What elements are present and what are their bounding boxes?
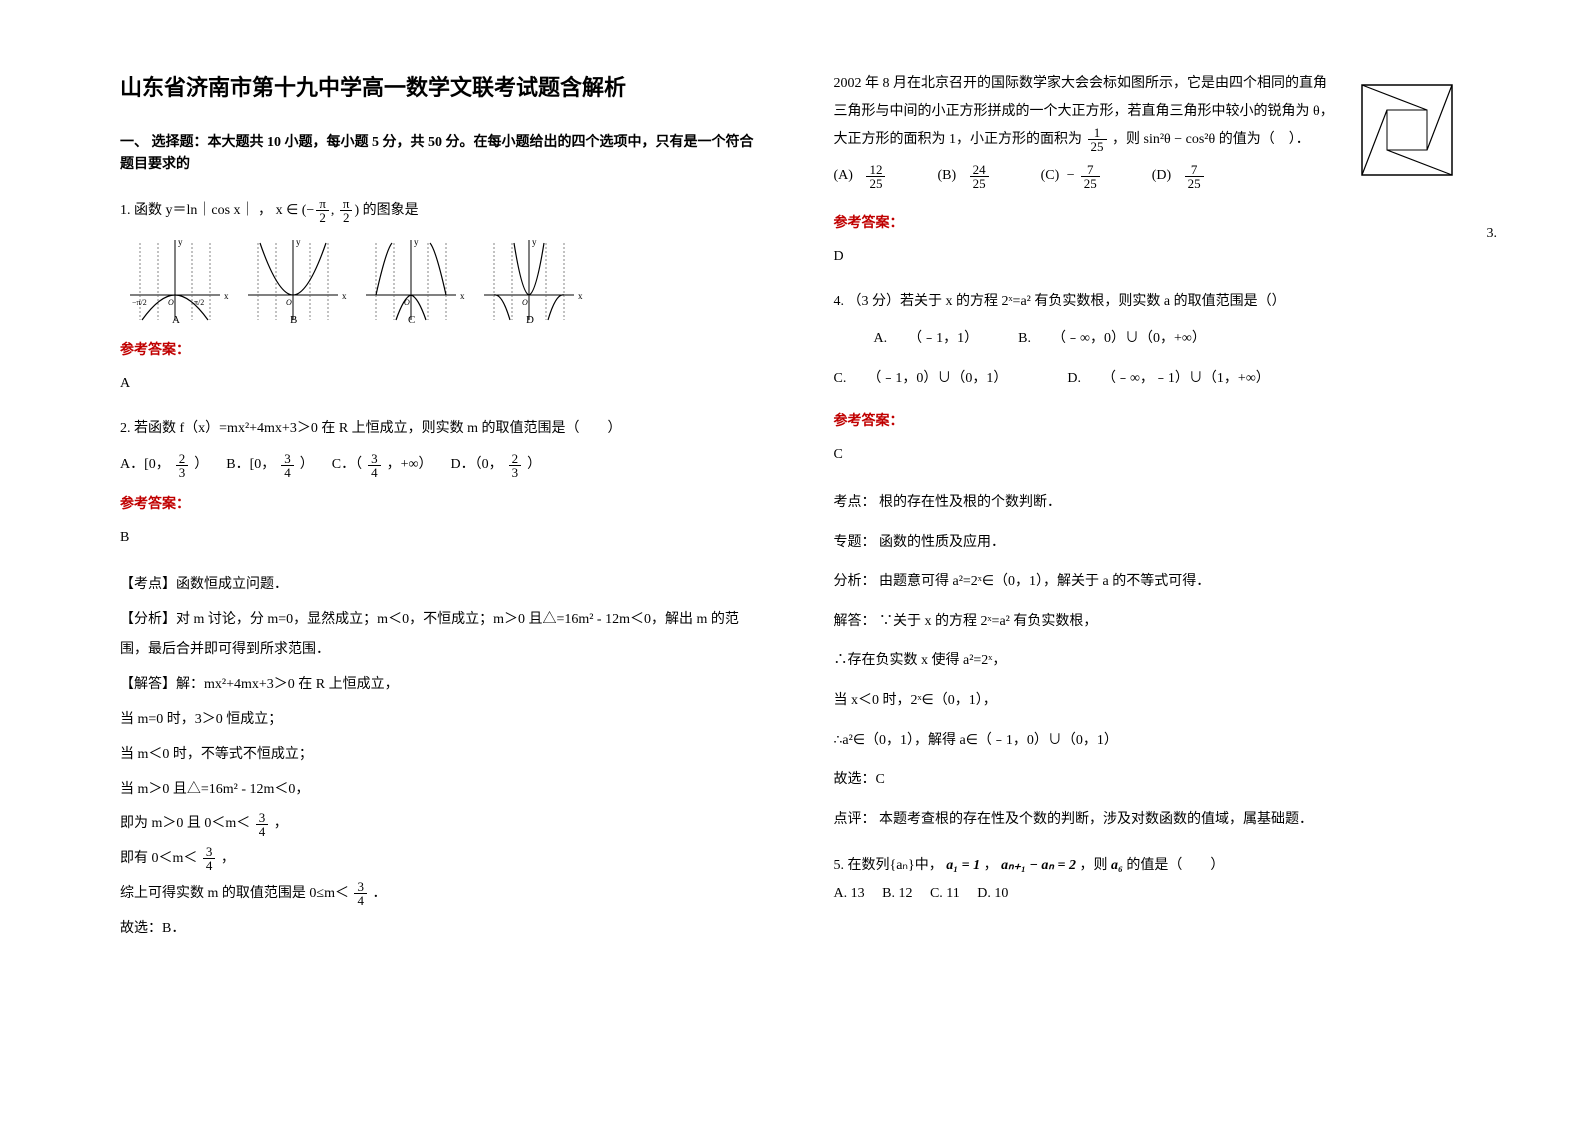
problem-4: 4. （3 分）若关于 x 的方程 2ˣ=a² 有负实数根，则实数 a 的取值范… bbox=[834, 288, 1468, 836]
p4-zhuanti: 专题： 函数的性质及应用． bbox=[834, 526, 1468, 560]
p4-j3: 当 x＜0 时，2ˣ∈（0，1）， bbox=[834, 684, 1468, 718]
p2-j5: 即为 m＞0 且 0＜m＜ 34 ， bbox=[120, 809, 754, 840]
p3-figure bbox=[1347, 70, 1467, 190]
doc-title: 山东省济南市第十九中学高一数学文联考试题含解析 bbox=[120, 70, 754, 102]
graph-b-svg: x y O B bbox=[238, 235, 348, 325]
p2-kaodian: 【考点】函数恒成立问题． bbox=[120, 570, 754, 601]
p4-fenxi: 分析： 由题意可得 a²=2ˣ∈（0，1），解关于 a 的不等式可得． bbox=[834, 565, 1468, 599]
svg-text:y: y bbox=[532, 237, 537, 247]
graph-a: x y −π/2 π/2 O A bbox=[120, 235, 230, 325]
p4-j5: 故选：C bbox=[834, 763, 1468, 797]
p4-answer-label: 参考答案： bbox=[834, 408, 1468, 436]
p3-optC: (C) − 725 bbox=[1041, 162, 1102, 190]
svg-text:−π/2: −π/2 bbox=[132, 298, 147, 307]
svg-text:O: O bbox=[404, 298, 410, 307]
p1-answer: A bbox=[120, 373, 754, 395]
p2-j6: 即有 0＜m＜ 34 ， bbox=[120, 844, 754, 875]
p2-text: 2. 若函数 f（x）=mx²+4mx+3＞0 在 R 上恒成立，则实数 m 的… bbox=[120, 415, 754, 443]
p4-j2: ∴存在负实数 x 使得 a²=2ˣ， bbox=[834, 644, 1468, 678]
p2-j4: 当 m＞0 且△=16m² - 12m＜0， bbox=[120, 775, 754, 806]
p4-optAB: A. （﹣1，1） B. （﹣∞，0）∪（0，+∞） bbox=[834, 322, 1468, 356]
p4-j4: ∴a²∈（0，1），解得 a∈（﹣1，0）∪（0，1） bbox=[834, 724, 1468, 758]
p5-opts: A. 13 B. 12 C. 11 D. 10 bbox=[834, 880, 1468, 908]
p1-t2: 的图象是 bbox=[363, 203, 419, 218]
svg-text:A: A bbox=[172, 314, 180, 325]
p2-j2: 当 m=0 时，3＞0 恒成立； bbox=[120, 705, 754, 736]
graph-a-svg: x y −π/2 π/2 O A bbox=[120, 235, 230, 325]
svg-text:O: O bbox=[522, 298, 528, 307]
graph-c: x y O C bbox=[356, 235, 466, 325]
svg-text:C: C bbox=[408, 314, 415, 325]
p3-options: (A) 1225 (B) 2425 (C) − 725 (D) 725 bbox=[834, 162, 1338, 190]
p2-optA: A．[0， 23 ） bbox=[120, 451, 208, 479]
graph-d-svg: x y O D bbox=[474, 235, 584, 325]
section-intro: 一、 选择题：本大题共 10 小题，每小题 5 分，共 50 分。在每小题给出的… bbox=[120, 132, 754, 177]
p4-kaodian: 考点： 根的存在性及根的个数判断． bbox=[834, 486, 1468, 520]
graph-b: x y O B bbox=[238, 235, 348, 325]
p2-answer-label: 参考答案： bbox=[120, 491, 754, 519]
p2-optC: C．（ 34 ，+∞） bbox=[332, 451, 433, 479]
p1-t1: 1. 函数 y＝ln｜cos x｜ ， bbox=[120, 203, 272, 218]
p2-optB: B．[0， 34 ） bbox=[226, 451, 314, 479]
p2-j3: 当 m＜0 时，不等式不恒成立； bbox=[120, 740, 754, 771]
p3-num: 3. bbox=[1487, 220, 1498, 248]
p1-answer-label: 参考答案： bbox=[120, 337, 754, 365]
p2-answer: B bbox=[120, 527, 754, 549]
problem-1-text: 1. 函数 y＝ln｜cos x｜ ， x ∈ (−π2, π2) 的图象是 bbox=[120, 197, 754, 225]
p3-answer: D bbox=[834, 246, 1468, 268]
problem-2: 2. 若函数 f（x）=mx²+4mx+3＞0 在 R 上恒成立，则实数 m 的… bbox=[120, 415, 754, 944]
p3-figure-svg bbox=[1347, 70, 1467, 190]
svg-text:O: O bbox=[286, 298, 292, 307]
problem-5: 5. 在数列{aₙ}中， a₁ = 1 ， aₙ₊₁ − aₙ = 2 ，则 a… bbox=[834, 852, 1468, 908]
p3-optD: (D) 725 bbox=[1152, 162, 1206, 190]
svg-text:π/2: π/2 bbox=[194, 298, 204, 307]
svg-text:D: D bbox=[526, 314, 534, 325]
p4-text: 4. （3 分）若关于 x 的方程 2ˣ=a² 有负实数根，则实数 a 的取值范… bbox=[834, 288, 1468, 316]
p3-optB: (B) 2425 bbox=[937, 162, 990, 190]
p2-jieda-head: 【解答】解：mx²+4mx+3＞0 在 R 上恒成立， bbox=[120, 670, 754, 701]
left-column: 山东省济南市第十九中学高一数学文联考试题含解析 一、 选择题：本大题共 10 小… bbox=[100, 70, 794, 1072]
p3-answer-label: 参考答案： bbox=[834, 210, 1468, 238]
p1-range: x ∈ (−π2, π2) bbox=[276, 197, 360, 225]
svg-text:x: x bbox=[342, 291, 347, 301]
svg-text:y: y bbox=[414, 237, 419, 247]
right-column: 2002 年 8 月在北京召开的国际数学家大会会标如图所示，它是由四个相同的直角… bbox=[794, 70, 1488, 1072]
p2-j8: 故选：B． bbox=[120, 914, 754, 945]
p2-options: A．[0， 23 ） B．[0， 34 ） C．（ 34 ，+∞） D．（0， … bbox=[120, 451, 754, 479]
problem-1: 1. 函数 y＝ln｜cos x｜ ， x ∈ (−π2, π2) 的图象是 bbox=[120, 197, 754, 396]
p4-dianping: 点评： 本题考查根的存在性及个数的判断，涉及对数函数的值域，属基础题． bbox=[834, 803, 1468, 837]
p4-optCD: C. （﹣1，0）∪（0，1） D. （﹣∞，﹣1）∪（1，+∞） bbox=[834, 362, 1468, 396]
p2-optD: D．（0， 23 ） bbox=[451, 451, 542, 479]
svg-text:O: O bbox=[168, 298, 174, 307]
p2-fenxi: 【分析】对 m 讨论，分 m=0，显然成立；m＜0，不恒成立；m＞0 且△=16… bbox=[120, 605, 754, 667]
p5-text: 5. 在数列{aₙ}中， a₁ = 1 ， aₙ₊₁ − aₙ = 2 ，则 a… bbox=[834, 852, 1468, 880]
problem-3: 2002 年 8 月在北京召开的国际数学家大会会标如图所示，它是由四个相同的直角… bbox=[834, 70, 1468, 268]
svg-text:x: x bbox=[224, 291, 229, 301]
p1-graphs: x y −π/2 π/2 O A x bbox=[120, 235, 754, 325]
p3-optA: (A) 1225 bbox=[834, 162, 888, 190]
p2-j7: 综上可得实数 m 的取值范围是 0≤m＜ 34 ． bbox=[120, 879, 754, 910]
svg-text:y: y bbox=[296, 237, 301, 247]
p4-answer: C bbox=[834, 444, 1468, 466]
svg-text:B: B bbox=[290, 314, 297, 325]
p4-jieda: 解答： ∵关于 x 的方程 2ˣ=a² 有负实数根， bbox=[834, 605, 1468, 639]
graph-d: x y O D bbox=[474, 235, 584, 325]
graph-c-svg: x y O C bbox=[356, 235, 466, 325]
svg-text:x: x bbox=[578, 291, 583, 301]
svg-text:y: y bbox=[178, 237, 183, 247]
svg-text:x: x bbox=[460, 291, 465, 301]
